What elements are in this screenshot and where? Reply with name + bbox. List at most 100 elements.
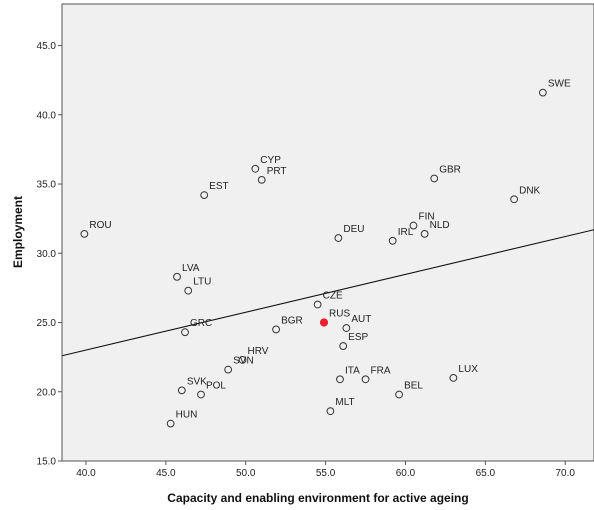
data-point-rus: RUS xyxy=(319,309,350,327)
data-point-irl: IRL xyxy=(388,227,414,245)
point-label: ITA xyxy=(345,365,360,376)
point-label: GRC xyxy=(190,318,212,329)
data-point-fin: FIN xyxy=(409,212,435,230)
point-marker xyxy=(326,407,335,416)
data-point-ita: ITA xyxy=(336,365,360,384)
point-label: SVN xyxy=(233,356,254,367)
point-label: CZE xyxy=(323,291,343,302)
data-point-rou: ROU xyxy=(80,220,112,238)
point-marker-highlight xyxy=(319,318,329,327)
point-label: SWE xyxy=(548,79,571,90)
point-marker xyxy=(313,300,322,309)
data-point-fra: FRA xyxy=(361,365,391,384)
point-label: RUS xyxy=(329,309,350,320)
point-label: BGR xyxy=(281,315,303,326)
point-marker xyxy=(200,191,209,200)
point-marker xyxy=(409,221,418,230)
data-point-gbr: GBR xyxy=(430,164,461,183)
point-label: AUT xyxy=(351,314,371,325)
point-marker xyxy=(166,419,175,428)
data-point-bel: BEL xyxy=(395,381,423,399)
point-marker xyxy=(361,375,370,384)
point-label: PRT xyxy=(267,166,287,177)
point-marker xyxy=(336,375,344,384)
point-label: LVA xyxy=(182,263,200,274)
y-axis-title: Employment xyxy=(11,196,25,268)
data-point-ltu: LTU xyxy=(184,277,211,295)
data-point-prt: PRT xyxy=(257,166,287,184)
point-marker xyxy=(173,272,181,281)
y-tick-label: 35.0 xyxy=(37,180,57,191)
point-label: HUN xyxy=(176,410,198,421)
data-point-pol: POL xyxy=(197,381,226,399)
point-marker xyxy=(184,286,193,295)
data-point-bgr: BGR xyxy=(272,315,303,334)
data-point-lux: LUX xyxy=(449,364,478,382)
point-marker xyxy=(449,374,458,382)
data-point-grc: GRC xyxy=(181,318,212,337)
y-tick-label: 30.0 xyxy=(37,249,57,260)
point-marker xyxy=(80,229,89,238)
data-point-swe: SWE xyxy=(538,79,571,97)
point-label: FRA xyxy=(371,365,391,376)
x-tick-label: 55.0 xyxy=(316,468,336,479)
data-point-cze: CZE xyxy=(313,291,343,309)
point-label: LUX xyxy=(458,364,478,375)
data-point-cyp: CYP xyxy=(251,155,281,173)
data-point-lva: LVA xyxy=(173,263,200,281)
y-tick-label: 15.0 xyxy=(37,457,57,468)
data-point-mlt: MLT xyxy=(326,397,355,416)
point-label: IRL xyxy=(398,227,414,238)
data-point-svn: SVN xyxy=(224,356,254,374)
x-axis-title: Capacity and enabling environment for ac… xyxy=(167,491,468,505)
data-point-hrv: HRV xyxy=(238,346,269,364)
point-marker xyxy=(342,324,351,332)
point-marker xyxy=(510,195,519,204)
plot-area xyxy=(61,3,594,462)
data-point-nld: NLD xyxy=(420,220,450,238)
point-marker xyxy=(420,229,429,238)
point-marker xyxy=(430,174,439,183)
y-tick-label: 25.0 xyxy=(37,318,57,329)
data-point-est: EST xyxy=(200,181,229,200)
point-marker xyxy=(272,325,280,334)
point-label: LTU xyxy=(193,277,211,288)
point-label: POL xyxy=(206,381,226,392)
point-marker xyxy=(251,164,260,173)
y-tick-label: 40.0 xyxy=(37,110,57,121)
data-point-dnk: DNK xyxy=(510,185,541,204)
point-label: GBR xyxy=(439,164,461,175)
point-label: NLD xyxy=(430,220,450,231)
data-point-aut: AUT xyxy=(342,314,371,332)
fit-line xyxy=(61,229,594,357)
point-marker xyxy=(177,386,186,395)
x-tick-label: 45.0 xyxy=(156,468,176,479)
point-marker xyxy=(197,390,205,399)
point-marker xyxy=(339,342,348,350)
point-label: MLT xyxy=(335,397,354,408)
point-marker xyxy=(238,356,247,364)
point-marker xyxy=(395,390,403,399)
data-point-esp: ESP xyxy=(339,332,369,350)
point-marker xyxy=(224,365,233,374)
point-marker xyxy=(538,88,547,97)
point-label: SVK xyxy=(187,376,207,387)
point-label: DEU xyxy=(343,224,364,235)
point-label: EST xyxy=(209,181,228,192)
data-point-deu: DEU xyxy=(334,224,365,242)
point-label: FIN xyxy=(418,212,434,223)
y-tick-label: 45.0 xyxy=(37,41,57,52)
point-label: DNK xyxy=(519,185,540,196)
point-label: BEL xyxy=(404,381,423,392)
x-tick-label: 60.0 xyxy=(396,468,416,479)
point-label: ESP xyxy=(348,332,368,343)
point-marker xyxy=(181,328,189,337)
point-marker xyxy=(257,175,266,184)
point-label: CYP xyxy=(260,155,281,166)
x-tick-label: 50.0 xyxy=(236,468,256,479)
x-tick-label: 65.0 xyxy=(476,468,496,479)
data-point-svk: SVK xyxy=(177,376,207,395)
data-point-hun: HUN xyxy=(166,410,198,428)
x-tick-label: 70.0 xyxy=(556,468,576,479)
